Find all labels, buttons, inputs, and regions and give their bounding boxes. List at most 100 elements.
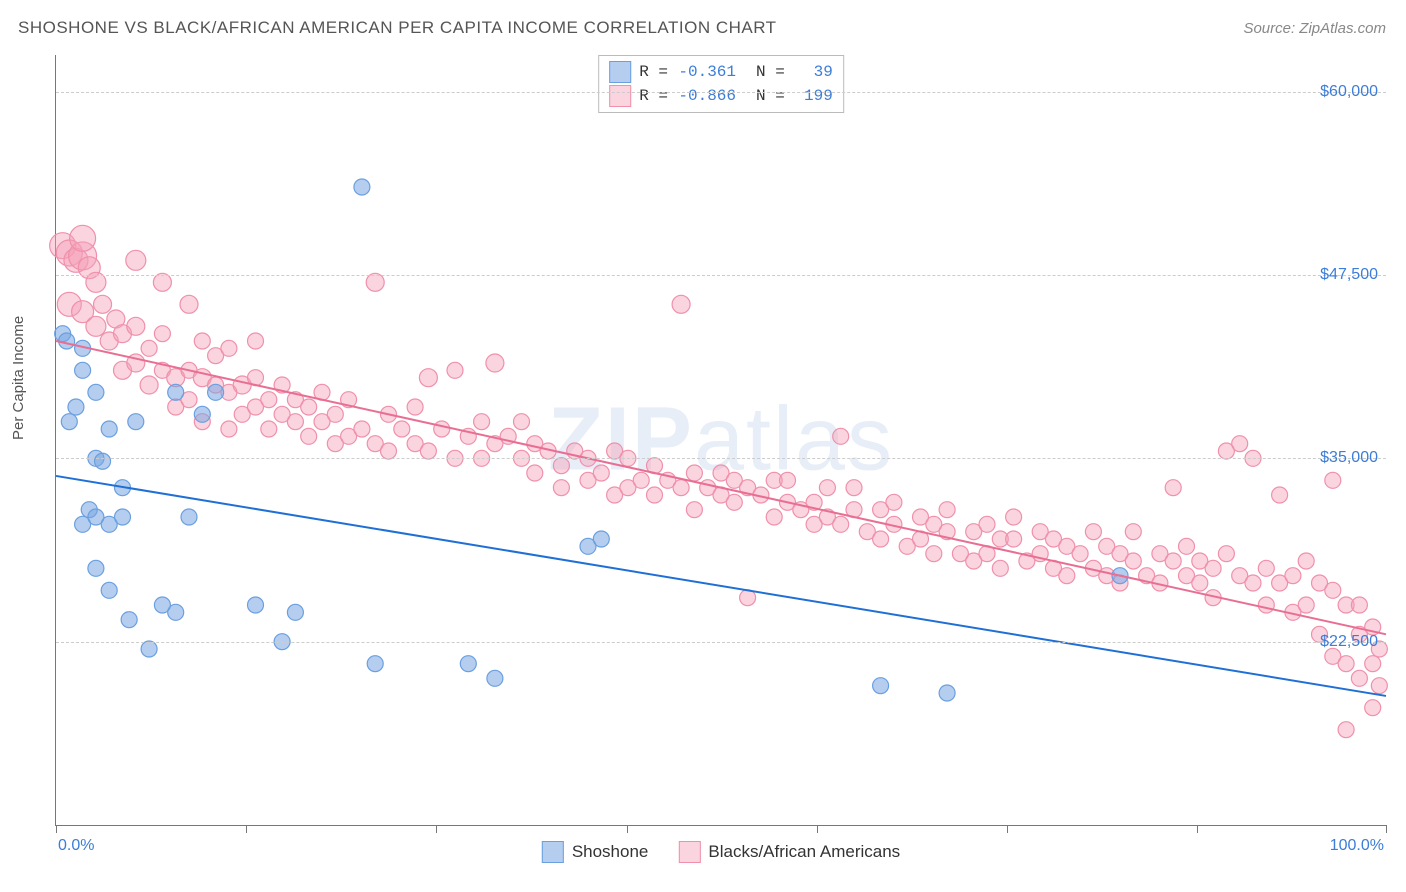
data-point — [115, 509, 131, 525]
x-tick — [436, 825, 437, 833]
x-tick — [1386, 825, 1387, 833]
y-tick-label: $60,000 — [1320, 83, 1378, 101]
legend-series-label: Blacks/African Americans — [708, 842, 900, 862]
data-point — [248, 597, 264, 613]
data-point — [926, 546, 942, 562]
data-point — [1179, 538, 1195, 554]
data-point — [1365, 700, 1381, 716]
data-point — [86, 316, 106, 336]
legend-series-item: Shoshone — [542, 841, 649, 863]
data-point — [527, 465, 543, 481]
data-point — [1338, 656, 1354, 672]
data-point — [1232, 436, 1248, 452]
data-point — [780, 472, 796, 488]
legend-series: Shoshone Blacks/African Americans — [542, 841, 900, 863]
legend-series-label: Shoshone — [572, 842, 649, 862]
x-tick — [56, 825, 57, 833]
data-point — [366, 273, 384, 291]
data-point — [127, 317, 145, 335]
data-point — [381, 443, 397, 459]
data-point — [474, 414, 490, 430]
data-point — [141, 340, 157, 356]
trend-line — [56, 341, 1386, 634]
data-point — [1338, 722, 1354, 738]
data-point — [126, 250, 146, 270]
data-point — [181, 509, 197, 525]
data-point — [367, 656, 383, 672]
data-point — [301, 428, 317, 444]
data-point — [553, 458, 569, 474]
data-point — [873, 531, 889, 547]
data-point — [1072, 546, 1088, 562]
data-point — [194, 406, 210, 422]
data-point — [1006, 531, 1022, 547]
data-point — [287, 414, 303, 430]
gridline — [56, 642, 1386, 643]
data-point — [819, 480, 835, 496]
data-point — [95, 453, 111, 469]
x-axis-min-label: 0.0% — [58, 837, 94, 855]
data-point — [354, 421, 370, 437]
x-tick — [1197, 825, 1198, 833]
data-point — [1351, 597, 1367, 613]
chart-svg — [56, 55, 1386, 825]
data-point — [1125, 524, 1141, 540]
data-point — [128, 414, 144, 430]
data-point — [168, 604, 184, 620]
data-point — [886, 494, 902, 510]
legend-swatch — [678, 841, 700, 863]
data-point — [833, 428, 849, 444]
data-point — [593, 531, 609, 547]
data-point — [1298, 553, 1314, 569]
data-point — [593, 465, 609, 481]
data-point — [194, 333, 210, 349]
plot-area: ZIPatlas R =-0.361N =39R =-0.866N =199 0… — [55, 55, 1386, 826]
data-point — [672, 295, 690, 313]
data-point — [261, 421, 277, 437]
data-point — [447, 362, 463, 378]
y-tick-label: $22,500 — [1320, 633, 1378, 651]
x-tick — [817, 825, 818, 833]
data-point — [1192, 575, 1208, 591]
data-point — [248, 333, 264, 349]
data-point — [992, 560, 1008, 576]
gridline — [56, 92, 1386, 93]
chart-title: SHOSHONE VS BLACK/AFRICAN AMERICAN PER C… — [18, 18, 777, 38]
x-tick — [246, 825, 247, 833]
data-point — [1245, 575, 1261, 591]
data-point — [354, 179, 370, 195]
data-point — [1085, 524, 1101, 540]
data-point — [153, 273, 171, 291]
data-point — [1365, 656, 1381, 672]
data-point — [407, 399, 423, 415]
data-point — [221, 421, 237, 437]
data-point — [121, 612, 137, 628]
data-point — [101, 421, 117, 437]
data-point — [154, 326, 170, 342]
data-point — [1285, 568, 1301, 584]
data-point — [394, 421, 410, 437]
data-point — [434, 421, 450, 437]
x-tick — [627, 825, 628, 833]
data-point — [419, 369, 437, 387]
data-point — [88, 560, 104, 576]
data-point — [1205, 560, 1221, 576]
data-point — [979, 516, 995, 532]
data-point — [1125, 553, 1141, 569]
data-point — [59, 333, 75, 349]
data-point — [1325, 472, 1341, 488]
data-point — [553, 480, 569, 496]
trend-line — [56, 476, 1386, 696]
data-point — [1258, 597, 1274, 613]
data-point — [939, 502, 955, 518]
data-point — [301, 399, 317, 415]
data-point — [1298, 597, 1314, 613]
x-axis-max-label: 100.0% — [1330, 837, 1384, 855]
data-point — [208, 384, 224, 400]
data-point — [514, 414, 530, 430]
data-point — [726, 494, 742, 510]
data-point — [486, 354, 504, 372]
gridline — [56, 458, 1386, 459]
y-tick-label: $35,000 — [1320, 449, 1378, 467]
data-point — [75, 362, 91, 378]
